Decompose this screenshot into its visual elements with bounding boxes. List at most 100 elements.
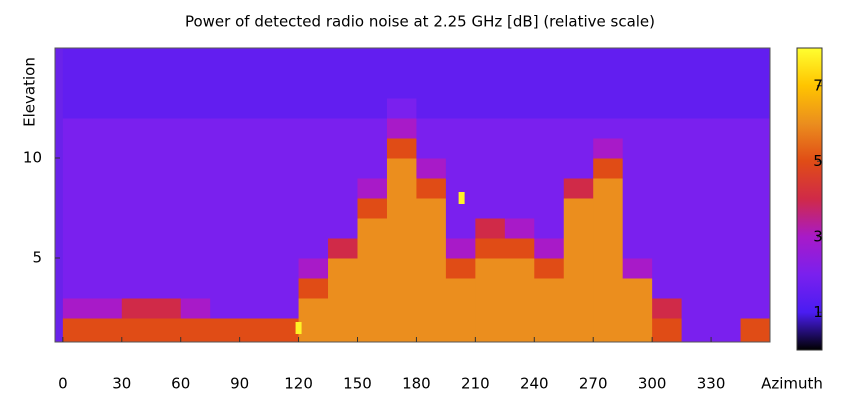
heat-cell xyxy=(416,158,447,179)
heat-cell xyxy=(298,138,329,159)
heat-cell xyxy=(593,298,624,319)
heat-cell xyxy=(740,238,771,259)
heat-cell xyxy=(269,298,300,319)
heat-cell xyxy=(652,258,683,279)
heat-cell xyxy=(328,118,358,139)
heat-cell xyxy=(180,118,211,139)
y-tick-label: 5 xyxy=(32,249,42,267)
heat-cell xyxy=(563,258,594,279)
heat-cell xyxy=(504,78,535,99)
heat-cell xyxy=(357,298,388,319)
heat-cell xyxy=(652,318,683,343)
heat-cell xyxy=(534,278,565,299)
heat-cell xyxy=(622,118,653,139)
heat-cell xyxy=(386,98,417,119)
heat-cell xyxy=(622,218,653,239)
heat-cell xyxy=(711,298,742,319)
heat-cell xyxy=(92,118,123,139)
heat-cell xyxy=(239,118,270,139)
heat-cell xyxy=(298,278,329,299)
heat-cell xyxy=(534,138,565,159)
heat-cell xyxy=(740,318,771,343)
heat-cell xyxy=(534,78,565,99)
heat-cell xyxy=(563,198,594,219)
heat-cell xyxy=(298,218,329,239)
heat-cell xyxy=(504,48,535,79)
heat-cell xyxy=(534,218,565,239)
heat-cell xyxy=(239,48,270,79)
heat-cell xyxy=(328,78,358,99)
heat-cell xyxy=(681,218,712,239)
heat-cell xyxy=(593,48,624,79)
heat-cell xyxy=(622,198,653,219)
heat-cell xyxy=(652,98,683,119)
heat-cell xyxy=(652,178,683,199)
heat-cell xyxy=(92,278,123,299)
heat-cell xyxy=(386,298,417,319)
heat-cell xyxy=(62,278,93,299)
heat-cell xyxy=(504,258,535,279)
heat-cell xyxy=(328,238,358,259)
heat-cell xyxy=(593,258,624,279)
heat-cell xyxy=(151,178,182,199)
heat-cell xyxy=(386,78,417,99)
heat-cell xyxy=(711,258,742,279)
heat-cell xyxy=(239,178,270,199)
heat-cell xyxy=(298,238,329,259)
heat-cell xyxy=(593,238,624,259)
heat-cell xyxy=(563,158,594,179)
heat-cell xyxy=(475,238,506,259)
heat-cell xyxy=(534,158,565,179)
heat-cell xyxy=(711,238,742,259)
heat-cell xyxy=(62,98,93,119)
heat-cell xyxy=(416,318,447,343)
heat-cell xyxy=(239,318,270,343)
heat-cell xyxy=(504,278,535,299)
heat-cell xyxy=(504,98,535,119)
heat-cell xyxy=(416,198,447,219)
heat-cell xyxy=(298,258,329,279)
heat-cell xyxy=(298,318,329,343)
hotspot xyxy=(295,322,302,334)
y-tick-label: 10 xyxy=(23,149,42,167)
colorbar-tick-label: 3 xyxy=(813,227,823,245)
heat-cell xyxy=(210,78,241,99)
heat-cell xyxy=(269,158,300,179)
x-tick-label: 30 xyxy=(112,375,131,393)
heat-cell xyxy=(180,218,211,239)
heat-cell xyxy=(563,218,594,239)
heat-cell xyxy=(445,78,476,99)
heat-cell xyxy=(180,278,211,299)
hotspot xyxy=(458,192,465,204)
heat-cell xyxy=(62,258,93,279)
heat-cell xyxy=(328,258,358,279)
heat-cell xyxy=(740,258,771,279)
heat-cell xyxy=(298,78,329,99)
heat-cell xyxy=(740,98,771,119)
heat-cell xyxy=(121,158,152,179)
heat-cell xyxy=(475,318,506,343)
heat-cell xyxy=(504,238,535,259)
heat-cell xyxy=(534,48,565,79)
heat-cell xyxy=(180,78,211,99)
heat-cell xyxy=(357,78,388,99)
heat-cell xyxy=(62,138,93,159)
heat-cell xyxy=(563,98,594,119)
heat-cell xyxy=(652,198,683,219)
heat-cell xyxy=(62,118,93,139)
heat-cell xyxy=(62,218,93,239)
heat-cell xyxy=(563,298,594,319)
heat-cell xyxy=(711,158,742,179)
heat-cell xyxy=(180,238,211,259)
heat-cell xyxy=(357,138,388,159)
heat-cell xyxy=(92,258,123,279)
heat-cell xyxy=(416,278,447,299)
heat-cell xyxy=(622,158,653,179)
heat-cell xyxy=(269,278,300,299)
heat-cell xyxy=(180,298,211,319)
plot-frame xyxy=(54,47,771,343)
heat-cell xyxy=(593,318,624,343)
heat-cell xyxy=(475,298,506,319)
heat-cell xyxy=(92,138,123,159)
heat-cell xyxy=(121,98,152,119)
